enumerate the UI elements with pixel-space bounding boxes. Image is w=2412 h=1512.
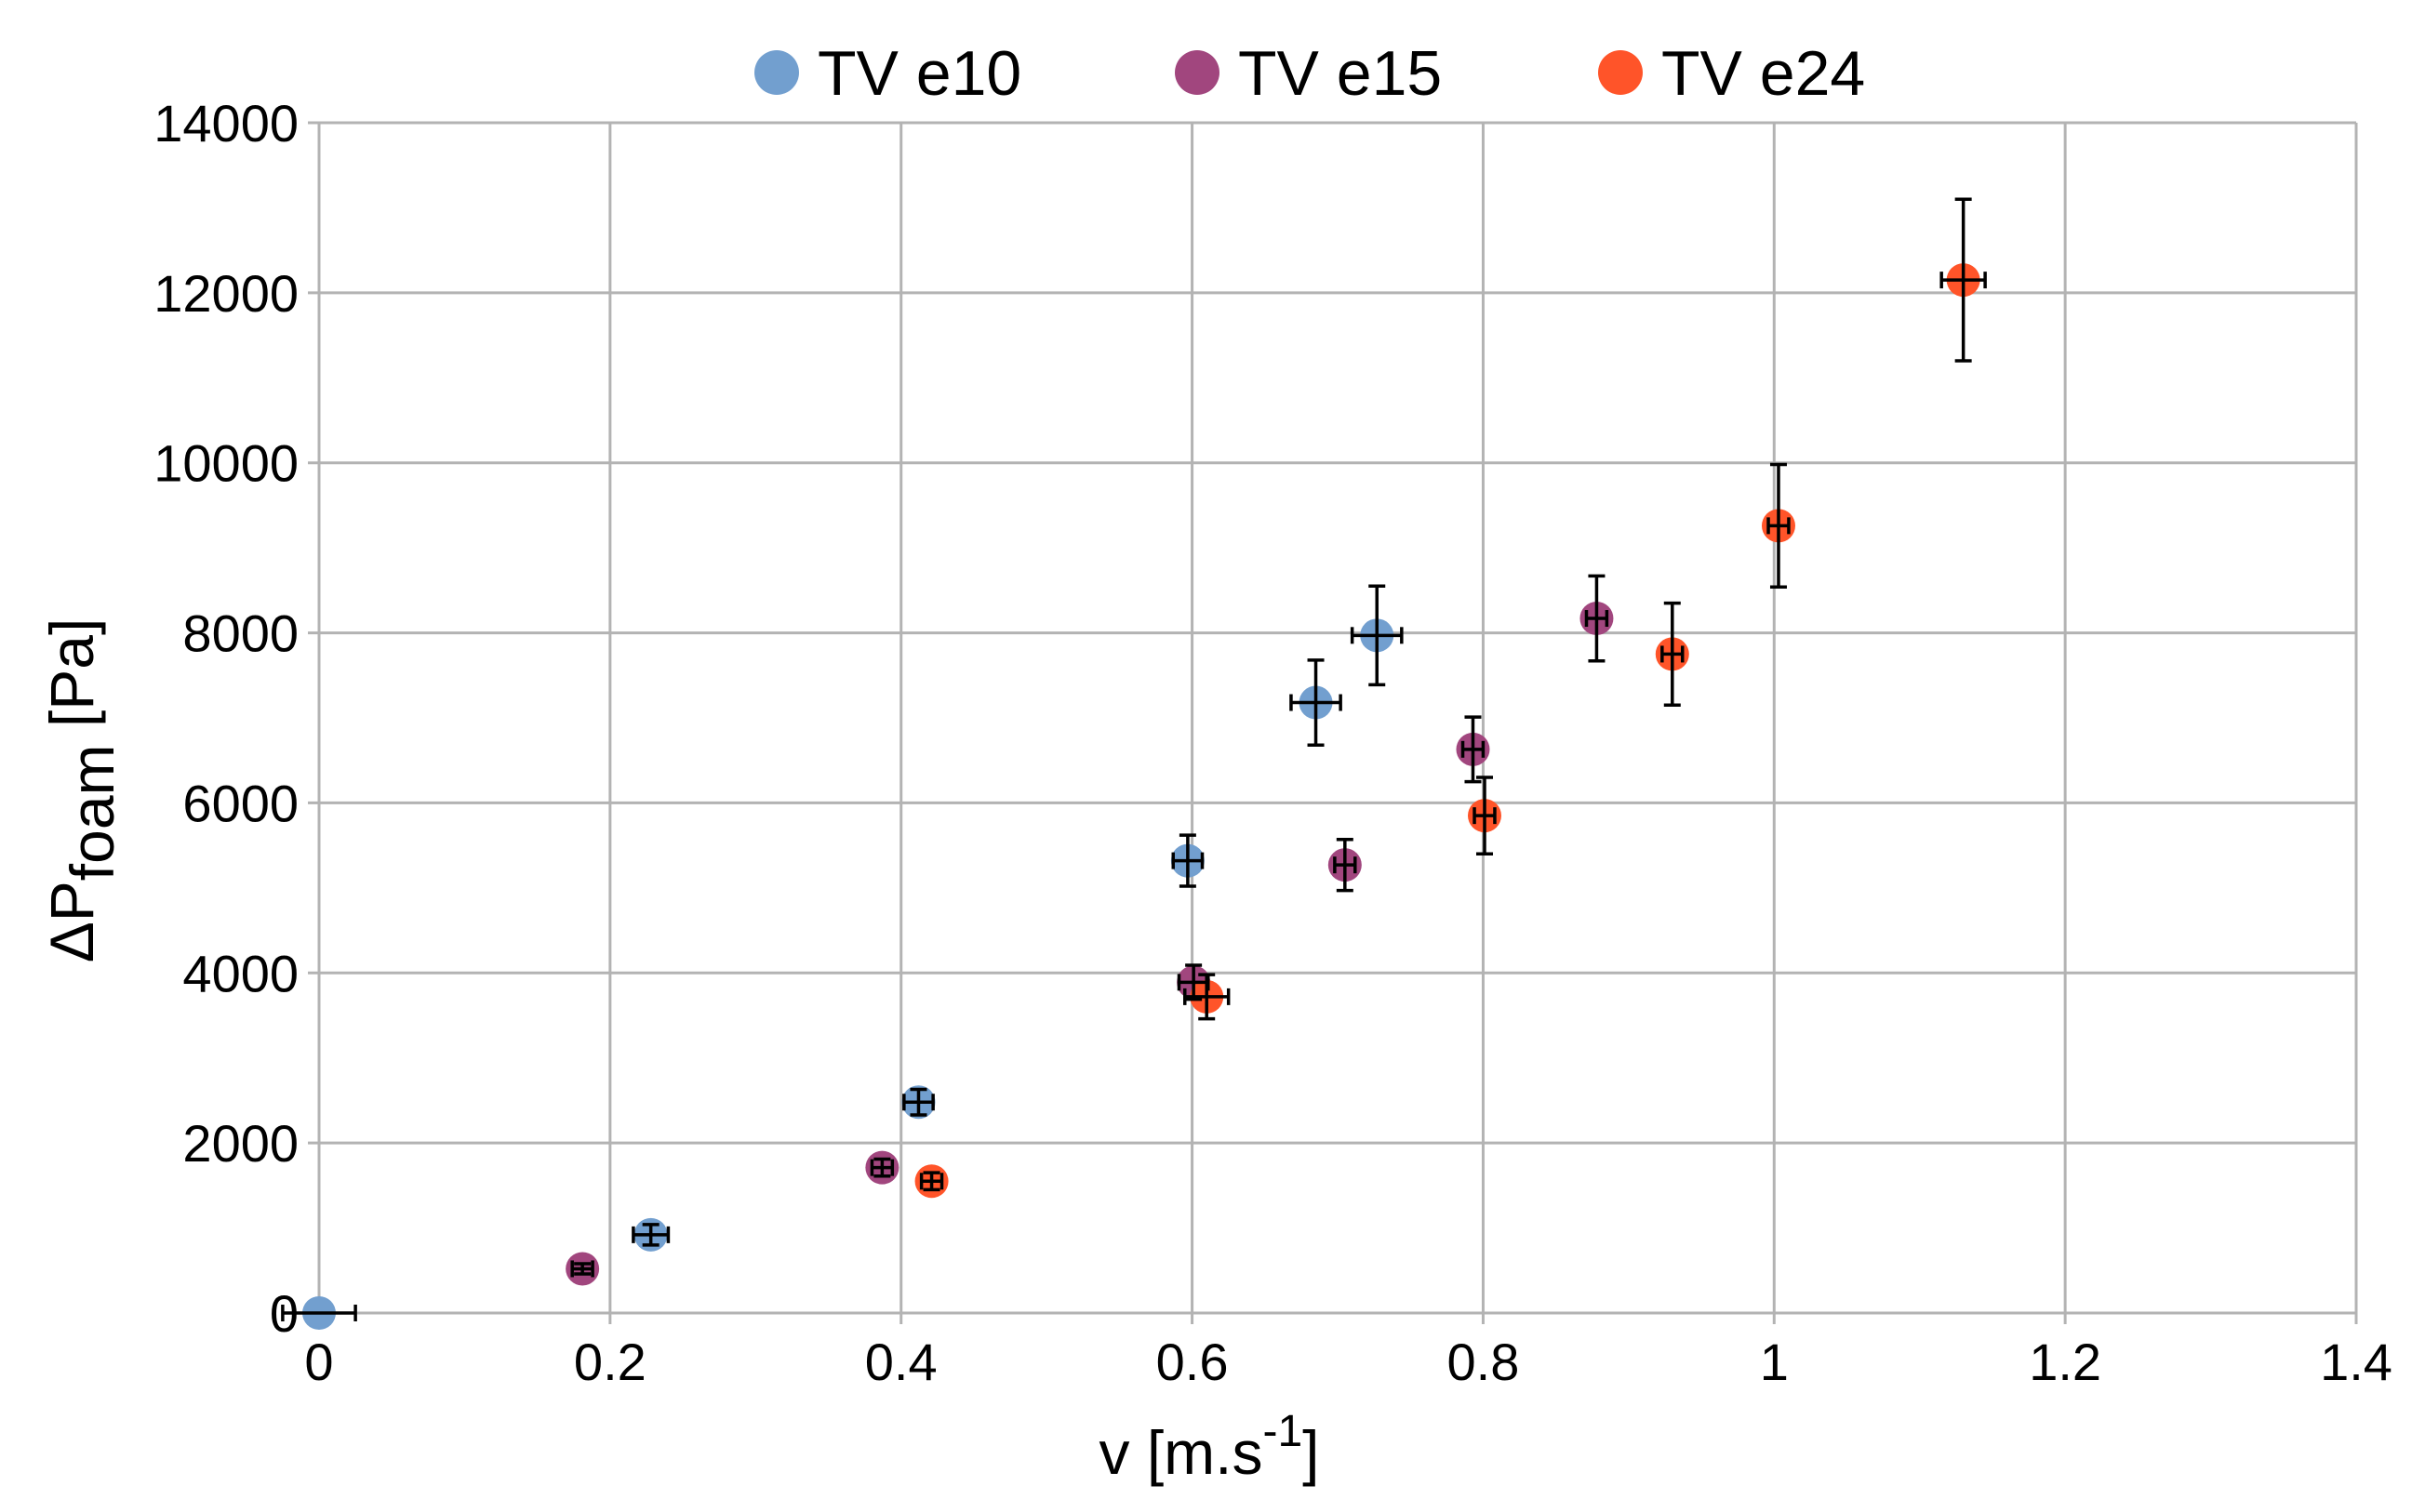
legend-label: TV e24 (1661, 38, 1865, 109)
legend-label: TV e10 (818, 38, 1021, 109)
legend: TV e10 TV e15 TV e24 (754, 38, 1865, 109)
error-bars (281, 197, 1987, 1321)
x-tick-label: 0.8 (1446, 1333, 1519, 1391)
x-tick-label: 1 (1760, 1333, 1789, 1391)
x-tick-label: 0.4 (865, 1333, 938, 1391)
y-tick-label: 4000 (182, 944, 299, 1002)
y-tick-label: 10000 (153, 434, 299, 493)
y-axis-title: ΔPfoam [Pa] (37, 618, 127, 963)
x-tick-label: 1.2 (2029, 1333, 2101, 1391)
y-tick-label: 14000 (153, 94, 299, 153)
x-tick-label: 0.2 (574, 1333, 646, 1391)
tick-labels: 00.20.40.60.811.21.402000400060008000100… (153, 94, 2392, 1391)
legend-marker (754, 50, 799, 95)
y-tick-label: 8000 (182, 604, 299, 663)
y-tick-label: 2000 (182, 1114, 299, 1173)
grid (308, 121, 2358, 1324)
legend-marker (1598, 50, 1643, 95)
legend-marker (1175, 50, 1219, 95)
y-tick-label: 6000 (182, 774, 299, 832)
x-tick-label: 0 (304, 1333, 333, 1391)
legend-label: TV e15 (1238, 38, 1442, 109)
x-tick-label: 1.4 (2320, 1333, 2392, 1391)
y-tick-label: 12000 (153, 264, 299, 323)
x-axis-title: v [m.s-1] (1099, 1407, 1319, 1487)
data-points (302, 263, 1980, 1330)
x-tick-label: 0.6 (1156, 1333, 1229, 1391)
